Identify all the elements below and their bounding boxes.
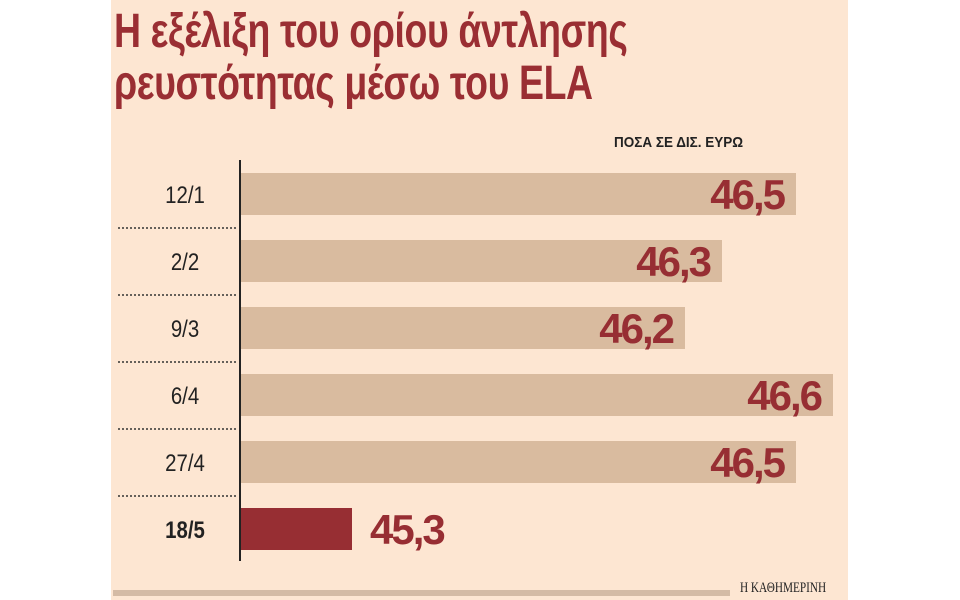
footer-rule	[113, 590, 730, 596]
value-label: 45,3	[370, 506, 444, 553]
chart-background	[111, 0, 848, 600]
bar-12-1	[241, 173, 796, 215]
bar-6-4	[241, 374, 833, 416]
category-label: 18/5	[165, 516, 205, 543]
category-label: 2/2	[171, 248, 199, 275]
bar-2-2	[241, 240, 722, 282]
chart-title-line-2: ρευστότητας μέσω του ELA	[114, 57, 593, 110]
value-label: 46,3	[636, 238, 710, 285]
unit-label: ΠΟΣΑ ΣΕ ΔΙΣ. ΕΥΡΩ	[614, 134, 744, 151]
value-label: 46,5	[710, 439, 785, 486]
category-label: 27/4	[165, 449, 205, 476]
value-label: 46,6	[747, 372, 821, 419]
bar-18-5	[241, 508, 352, 550]
bar-27-4	[241, 441, 796, 483]
bar-9-3	[241, 307, 685, 349]
source-credit: Η ΚΑΘΗΜΕΡΙΝΗ	[740, 580, 827, 596]
chart-title-line-1: Η εξέλιξη του ορίου άντλησης	[114, 5, 628, 58]
category-label: 9/3	[171, 315, 199, 342]
category-label: 6/4	[171, 382, 199, 409]
value-label: 46,5	[710, 171, 785, 218]
category-label: 12/1	[165, 181, 205, 208]
value-label: 46,2	[599, 305, 673, 352]
